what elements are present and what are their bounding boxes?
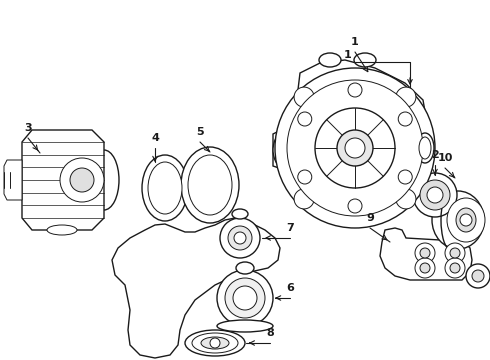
Circle shape bbox=[466, 264, 490, 288]
Ellipse shape bbox=[185, 330, 245, 356]
Text: 5: 5 bbox=[196, 127, 204, 137]
Circle shape bbox=[427, 187, 443, 203]
Text: 9: 9 bbox=[366, 213, 374, 223]
Circle shape bbox=[472, 270, 484, 282]
Text: 10: 10 bbox=[437, 153, 453, 163]
Text: 2: 2 bbox=[431, 150, 439, 160]
Circle shape bbox=[398, 112, 412, 126]
Circle shape bbox=[234, 232, 246, 244]
Circle shape bbox=[220, 218, 260, 258]
Circle shape bbox=[348, 199, 362, 213]
Ellipse shape bbox=[142, 155, 188, 221]
Circle shape bbox=[337, 130, 373, 166]
Text: 1: 1 bbox=[351, 37, 359, 47]
Text: 4: 4 bbox=[151, 133, 159, 143]
Polygon shape bbox=[273, 128, 297, 170]
Ellipse shape bbox=[432, 191, 484, 249]
Circle shape bbox=[415, 243, 435, 263]
Circle shape bbox=[294, 189, 314, 209]
Ellipse shape bbox=[416, 133, 434, 163]
Text: 7: 7 bbox=[286, 223, 294, 233]
Ellipse shape bbox=[419, 137, 431, 159]
Circle shape bbox=[445, 243, 465, 263]
Text: 8: 8 bbox=[266, 328, 274, 338]
Polygon shape bbox=[22, 130, 104, 230]
Circle shape bbox=[420, 180, 450, 210]
Circle shape bbox=[287, 80, 423, 216]
Ellipse shape bbox=[47, 225, 77, 235]
Ellipse shape bbox=[232, 209, 248, 219]
Circle shape bbox=[420, 263, 430, 273]
Circle shape bbox=[450, 263, 460, 273]
Text: 1: 1 bbox=[344, 50, 352, 60]
Circle shape bbox=[60, 158, 104, 202]
Circle shape bbox=[396, 189, 416, 209]
Circle shape bbox=[233, 286, 257, 310]
Ellipse shape bbox=[456, 208, 476, 232]
Ellipse shape bbox=[319, 53, 341, 67]
Ellipse shape bbox=[188, 155, 232, 215]
Circle shape bbox=[225, 278, 265, 318]
Circle shape bbox=[228, 226, 252, 250]
Circle shape bbox=[415, 258, 435, 278]
Circle shape bbox=[298, 112, 312, 126]
Circle shape bbox=[420, 248, 430, 258]
Circle shape bbox=[460, 214, 472, 226]
Circle shape bbox=[217, 270, 273, 326]
Circle shape bbox=[210, 338, 220, 348]
Ellipse shape bbox=[273, 132, 297, 168]
Text: 6: 6 bbox=[286, 283, 294, 293]
Circle shape bbox=[445, 258, 465, 278]
Circle shape bbox=[348, 83, 362, 97]
Circle shape bbox=[345, 138, 365, 158]
Circle shape bbox=[396, 87, 416, 107]
Circle shape bbox=[315, 108, 395, 188]
Ellipse shape bbox=[447, 198, 485, 242]
Ellipse shape bbox=[148, 162, 182, 214]
Ellipse shape bbox=[181, 147, 239, 223]
Circle shape bbox=[413, 173, 457, 217]
Circle shape bbox=[298, 170, 312, 184]
Ellipse shape bbox=[201, 337, 229, 349]
Ellipse shape bbox=[277, 137, 293, 163]
Ellipse shape bbox=[192, 333, 238, 353]
Ellipse shape bbox=[354, 53, 376, 67]
Text: 3: 3 bbox=[24, 123, 32, 133]
Polygon shape bbox=[297, 60, 427, 220]
Circle shape bbox=[398, 170, 412, 184]
Circle shape bbox=[275, 68, 435, 228]
Circle shape bbox=[294, 87, 314, 107]
Polygon shape bbox=[4, 160, 22, 200]
Polygon shape bbox=[380, 228, 472, 280]
Ellipse shape bbox=[236, 262, 254, 274]
Circle shape bbox=[450, 248, 460, 258]
Ellipse shape bbox=[217, 320, 273, 332]
Circle shape bbox=[70, 168, 94, 192]
Polygon shape bbox=[112, 218, 280, 358]
